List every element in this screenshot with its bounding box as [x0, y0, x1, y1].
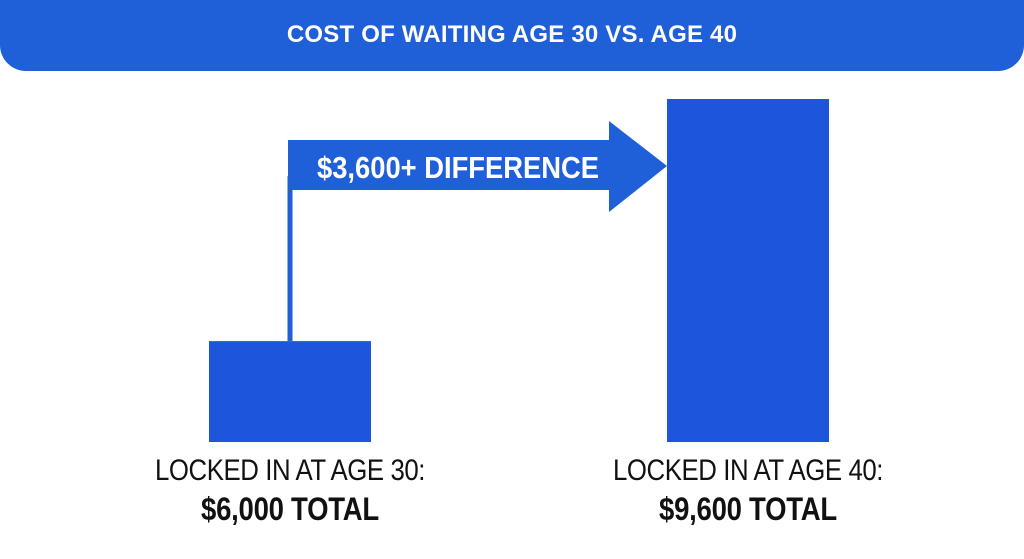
bar-2	[667, 99, 829, 442]
chart-title: COST OF WAITING AGE 30 VS. AGE 40	[286, 20, 738, 48]
difference-label: $3,600+ DIFFERENCE	[317, 150, 599, 185]
difference-arrow	[288, 121, 667, 212]
value-label: $6,000 TOTAL	[201, 491, 379, 527]
bar-label-age-40: LOCKED IN AT AGE 40: $9,600 TOTAL	[558, 454, 938, 527]
bars-layer	[209, 99, 829, 442]
category-label: LOCKED IN AT AGE 40:	[612, 454, 884, 487]
category-label: LOCKED IN AT AGE 30:	[154, 454, 426, 487]
value-label: $9,600 TOTAL	[659, 491, 837, 527]
bar-label-age-30: LOCKED IN AT AGE 30: $6,000 TOTAL	[100, 454, 480, 527]
bar-1	[209, 341, 371, 442]
header-banner: COST OF WAITING AGE 30 VS. AGE 40	[0, 0, 1024, 71]
difference-annotation: $3,600+ DIFFERENCE	[287, 121, 667, 342]
